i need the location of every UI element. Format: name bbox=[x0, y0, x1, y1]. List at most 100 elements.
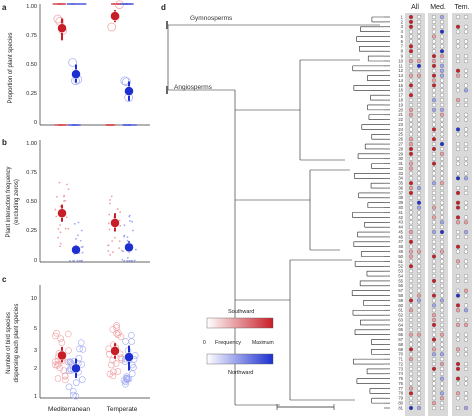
dot-southward bbox=[431, 342, 437, 347]
dot-northward bbox=[439, 83, 445, 88]
dot-southward bbox=[431, 361, 437, 367]
dot-southward bbox=[431, 303, 437, 308]
raw-point bbox=[119, 224, 122, 227]
dot-northward bbox=[416, 73, 422, 78]
dot-southward bbox=[455, 366, 461, 371]
tip-label: 17 bbox=[398, 93, 403, 98]
dot-northward bbox=[439, 176, 445, 181]
dot-southward bbox=[455, 44, 461, 49]
tick-c-4: 10 bbox=[31, 296, 37, 302]
dot-southward bbox=[431, 39, 437, 44]
tip-label: 75 bbox=[398, 376, 403, 381]
site-point bbox=[53, 14, 63, 24]
dot-northward bbox=[439, 34, 445, 39]
dot-southward bbox=[431, 357, 437, 362]
tip-label: 29 bbox=[398, 151, 403, 156]
tip-label: 19 bbox=[398, 102, 403, 107]
dot-northward bbox=[416, 93, 422, 98]
dot-southward bbox=[431, 88, 437, 93]
dot-southward bbox=[455, 58, 461, 64]
dot-northward bbox=[463, 205, 469, 210]
dot-northward bbox=[463, 54, 469, 59]
dot-northward bbox=[416, 171, 422, 176]
tip-label: 53 bbox=[398, 269, 403, 274]
dot-northward bbox=[416, 361, 422, 367]
raw-point bbox=[64, 330, 72, 338]
raw-point bbox=[108, 361, 115, 369]
tip-label: 14 bbox=[398, 78, 403, 83]
clade-angiosperms: Angiosperms bbox=[174, 84, 213, 91]
dot-northward bbox=[416, 54, 422, 59]
dot-southward bbox=[408, 137, 414, 142]
dot-southward bbox=[408, 161, 414, 166]
dot-southward bbox=[408, 195, 414, 200]
tip-label: 1 bbox=[401, 14, 404, 19]
raw-point bbox=[108, 228, 111, 231]
site-point bbox=[120, 76, 130, 86]
tip-label: 79 bbox=[398, 396, 403, 401]
tick-b-3: 0.75 bbox=[26, 170, 37, 176]
dot-southward bbox=[431, 171, 437, 176]
dot-northward bbox=[416, 396, 422, 401]
dot-southward bbox=[431, 107, 437, 112]
dot-southward bbox=[455, 176, 461, 181]
dot-northward bbox=[439, 391, 445, 396]
dot-southward bbox=[408, 44, 414, 49]
dot-southward bbox=[408, 127, 414, 132]
dot-southward bbox=[431, 19, 437, 24]
raw-point bbox=[119, 211, 122, 214]
dot-southward bbox=[431, 146, 437, 152]
tip-label: 2 bbox=[401, 19, 404, 24]
dot-northward bbox=[416, 132, 422, 137]
dot-northward bbox=[416, 181, 422, 186]
dot-northward bbox=[463, 376, 469, 381]
tip-label: 61 bbox=[398, 308, 403, 313]
dot-northward bbox=[439, 98, 445, 103]
dot-southward bbox=[431, 58, 437, 64]
dot-southward bbox=[431, 54, 437, 59]
dot-northward bbox=[416, 68, 422, 73]
dot-northward bbox=[463, 146, 469, 152]
dot-southward bbox=[431, 93, 437, 98]
dot-southward bbox=[455, 142, 461, 147]
dot-southward bbox=[455, 376, 461, 381]
axis-b bbox=[39, 140, 150, 263]
panel-letter-d: d bbox=[161, 3, 166, 12]
dot-southward bbox=[431, 83, 437, 88]
dot-southward bbox=[408, 19, 414, 24]
dot-southward bbox=[431, 195, 437, 200]
raw-point bbox=[110, 368, 117, 376]
clade-gymnosperms: Gymnosperms bbox=[190, 15, 233, 22]
dot-northward bbox=[463, 88, 469, 93]
raw-point bbox=[59, 245, 61, 248]
tip-label: 77 bbox=[398, 386, 403, 391]
tip-label: 81 bbox=[398, 405, 403, 410]
dot-southward bbox=[455, 146, 461, 152]
clade-node bbox=[357, 153, 384, 160]
dot-southward bbox=[431, 313, 437, 318]
dot-southward bbox=[455, 249, 461, 254]
raw-point bbox=[65, 347, 72, 354]
dot-northward bbox=[439, 78, 445, 83]
tip-label: 18 bbox=[398, 97, 403, 102]
dot-northward bbox=[416, 337, 422, 342]
dot-southward bbox=[408, 347, 414, 352]
dot-southward bbox=[408, 132, 414, 137]
dot-northward bbox=[439, 44, 445, 49]
dot-northward bbox=[463, 229, 469, 235]
dot-northward bbox=[416, 215, 422, 220]
dot-southward bbox=[408, 83, 414, 88]
dot-northward bbox=[439, 332, 445, 337]
tick-c-2: 3 bbox=[34, 348, 37, 354]
raw-point bbox=[107, 250, 110, 252]
dot-northward bbox=[463, 381, 469, 386]
tip-label: 43 bbox=[398, 220, 403, 225]
raw-point bbox=[108, 213, 111, 216]
clade-bar-gymnosperms bbox=[166, 21, 168, 29]
dot-southward bbox=[455, 244, 461, 249]
dot-southward bbox=[431, 386, 437, 391]
legend-northward: Northward bbox=[228, 370, 253, 376]
raw-point bbox=[66, 358, 74, 366]
raw-point bbox=[62, 376, 69, 384]
legend-zero: 0 bbox=[203, 340, 206, 346]
